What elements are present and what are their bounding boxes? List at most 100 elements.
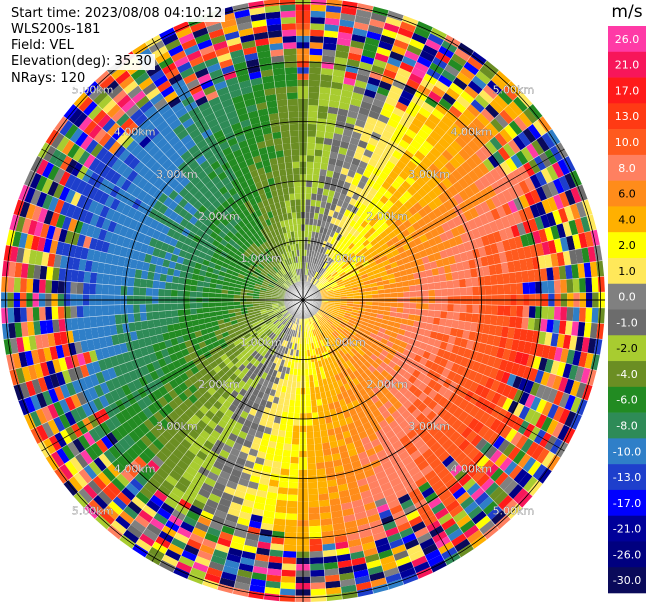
velocity-gate (456, 71, 472, 86)
velocity-gate (311, 187, 318, 194)
velocity-gate (422, 240, 431, 250)
velocity-gate (421, 309, 429, 317)
velocity-gate (326, 0, 343, 7)
velocity-gate (312, 278, 318, 285)
velocity-gate (437, 396, 449, 408)
velocity-gate (314, 449, 324, 457)
velocity-gate (331, 261, 338, 269)
velocity-gate (196, 302, 203, 309)
velocity-gate (352, 85, 366, 95)
velocity-gate (360, 436, 371, 446)
velocity-gate (283, 544, 297, 552)
velocity-gate (421, 432, 433, 444)
velocity-gate (335, 366, 343, 374)
velocity-gate (316, 468, 326, 476)
velocity-gate (383, 22, 400, 34)
velocity-gate (433, 446, 446, 458)
ray-gap (302, 198, 588, 301)
velocity-gate (384, 62, 400, 74)
velocity-gate (170, 303, 178, 311)
velocity-gate (308, 73, 321, 81)
velocity-gate (317, 487, 329, 495)
velocity-gate (360, 220, 369, 229)
velocity-gate (547, 388, 559, 404)
velocity-gate (477, 162, 490, 176)
velocity-gate (484, 171, 497, 185)
velocity-gate (365, 82, 379, 93)
velocity-gate (496, 241, 505, 253)
velocity-gate (356, 225, 365, 234)
velocity-gate (425, 344, 434, 353)
velocity-gate (13, 277, 21, 293)
velocity-gate (467, 447, 481, 461)
velocity-gate (304, 218, 310, 225)
velocity-gate (333, 191, 341, 200)
velocity-gate (348, 252, 356, 260)
velocity-gate (522, 366, 533, 380)
velocity-gate (152, 288, 159, 297)
velocity-gate (433, 281, 441, 290)
velocity-gate (328, 278, 336, 284)
velocity-gate (354, 332, 363, 340)
velocity-gate (289, 469, 299, 477)
velocity-gate (322, 323, 328, 330)
velocity-gate (444, 522, 460, 537)
velocity-gate (453, 303, 461, 313)
velocity-gate (328, 268, 335, 275)
velocity-gate (308, 519, 321, 527)
velocity-gate (147, 271, 155, 281)
velocity-gate (76, 305, 84, 318)
velocity-gate (382, 314, 390, 321)
velocity-gate (551, 421, 565, 439)
velocity-gate (19, 277, 28, 293)
velocity-gate (319, 339, 325, 347)
velocity-gate (419, 172, 431, 184)
velocity-gate (535, 201, 547, 216)
velocity-gate (486, 334, 495, 346)
velocity-gate (339, 287, 346, 292)
velocity-gate (546, 373, 557, 389)
velocity-gate (279, 594, 296, 602)
velocity-gate (465, 249, 475, 261)
velocity-gate (560, 306, 568, 321)
velocity-gate (517, 131, 532, 147)
velocity-gate (432, 158, 445, 171)
velocity-gate (321, 304, 328, 308)
velocity-gate (498, 228, 509, 242)
velocity-gate (546, 319, 554, 333)
velocity-gate (320, 74, 333, 82)
velocity-gate (177, 309, 185, 317)
velocity-gate (396, 404, 407, 415)
velocity-gate (421, 140, 434, 152)
velocity-gate (421, 406, 433, 417)
velocity-gate (307, 481, 318, 489)
velocity-gate (310, 309, 315, 316)
velocity-gate (488, 324, 497, 336)
velocity-gate (453, 434, 466, 448)
velocity-gate (284, 437, 293, 445)
velocity-gate (83, 271, 91, 284)
velocity-gate (371, 286, 378, 291)
velocity-gate (480, 108, 495, 123)
velocity-gate (408, 72, 424, 85)
velocity-gate (505, 428, 518, 443)
velocity-gate (369, 353, 378, 362)
velocity-gate (13, 307, 21, 323)
velocity-gate (426, 178, 437, 190)
velocity-gate (572, 307, 580, 322)
velocity-gate (405, 78, 421, 90)
velocity-gate (312, 287, 318, 292)
velocity-gate (572, 350, 582, 367)
velocity-gate (517, 453, 532, 469)
velocity-gate (385, 373, 394, 383)
velocity-gate (327, 236, 333, 244)
velocity-gate (441, 333, 450, 343)
velocity-gate (452, 406, 464, 419)
velocity-gate (351, 433, 361, 443)
velocity-gate (468, 381, 480, 394)
velocity-gate (468, 405, 481, 418)
velocity-gate (556, 251, 565, 267)
velocity-gate (424, 469, 438, 482)
velocity-gate (326, 289, 334, 293)
velocity-gate (332, 360, 340, 369)
